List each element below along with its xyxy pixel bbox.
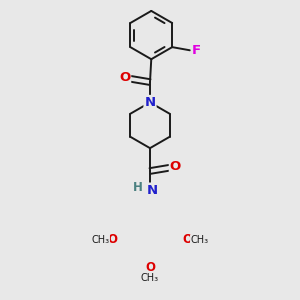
Text: O: O	[145, 261, 155, 274]
Text: O: O	[182, 233, 193, 246]
Text: CH₃: CH₃	[92, 235, 110, 245]
Text: O: O	[107, 233, 118, 246]
Text: CH₃: CH₃	[141, 273, 159, 283]
Text: H: H	[133, 181, 143, 194]
Text: O: O	[170, 160, 181, 173]
Text: F: F	[192, 44, 201, 57]
Text: CH₃: CH₃	[190, 235, 208, 245]
Text: N: N	[144, 96, 156, 109]
Text: N: N	[147, 184, 158, 196]
Text: O: O	[119, 71, 130, 84]
